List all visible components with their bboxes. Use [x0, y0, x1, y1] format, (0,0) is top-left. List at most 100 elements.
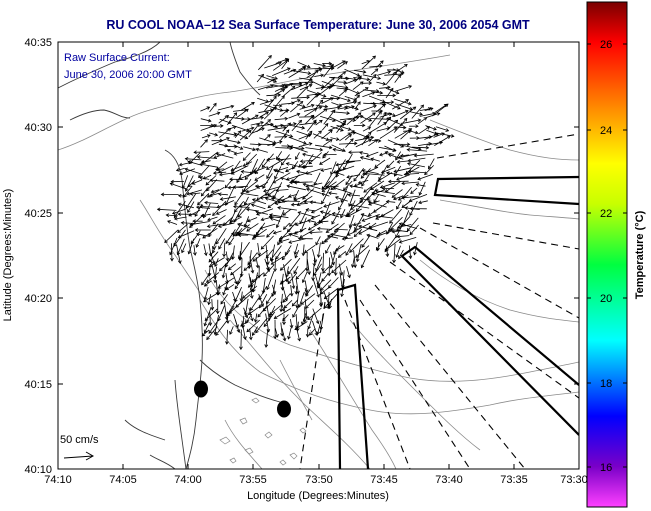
current-vector [255, 313, 258, 323]
current-vector-head [322, 94, 327, 98]
current-vector [386, 120, 398, 131]
current-vector [305, 130, 313, 140]
current-vector-head [275, 188, 279, 193]
current-vector-head [261, 127, 265, 131]
current-vector-head [359, 81, 364, 85]
current-vector-head [332, 186, 337, 191]
current-vector-head [363, 189, 367, 193]
current-vector [314, 99, 323, 110]
current-vector [361, 249, 370, 268]
current-vector-head [373, 104, 377, 109]
current-vector [250, 121, 264, 126]
current-vector [213, 153, 226, 159]
current-vector-head [412, 106, 417, 110]
current-vector [315, 144, 332, 149]
current-vector [219, 256, 234, 272]
current-vector [248, 306, 260, 315]
current-vector [362, 126, 371, 132]
current-vector [277, 207, 297, 211]
current-vector-head [207, 272, 212, 277]
current-vector-head [379, 64, 383, 68]
current-vector-head [291, 285, 296, 290]
current-vector [299, 208, 308, 224]
current-vector [271, 197, 283, 201]
current-vector [287, 185, 306, 191]
current-vector-head [237, 257, 242, 261]
current-vector [414, 242, 418, 255]
current-vector [218, 164, 234, 173]
current-vector [181, 222, 196, 224]
current-vector [330, 249, 337, 269]
current-vector [419, 181, 426, 196]
current-vector-head [336, 105, 341, 110]
current-vector-head [284, 134, 288, 139]
current-vector [238, 173, 252, 180]
current-vector [179, 168, 196, 175]
current-vector-head [201, 332, 206, 337]
current-vector-head [426, 126, 431, 130]
current-vector [209, 257, 225, 268]
current-vector-head [267, 192, 272, 197]
current-vector [386, 201, 396, 203]
current-vector [386, 172, 403, 176]
current-vector [275, 189, 289, 191]
current-vector [335, 165, 355, 173]
current-vector-head [348, 150, 352, 155]
current-vector [281, 154, 290, 166]
current-vector-head [298, 304, 302, 308]
current-vector [209, 192, 220, 197]
current-vector [411, 146, 429, 149]
current-vector-head [326, 234, 331, 239]
current-vector [298, 291, 305, 308]
current-vector-head [280, 161, 285, 166]
current-vector [417, 173, 433, 180]
current-vector [315, 119, 323, 126]
current-vector-head [351, 105, 355, 109]
current-vector [408, 157, 426, 162]
current-vector [266, 94, 281, 97]
current-vector [385, 71, 397, 85]
current-vector [201, 134, 211, 139]
current-vector [219, 172, 234, 176]
current-vector [228, 237, 235, 246]
current-vector-head [230, 171, 235, 175]
current-vector-head [233, 204, 237, 209]
current-vector-head [207, 118, 212, 123]
current-vector-head [387, 85, 391, 90]
current-vector [384, 101, 401, 110]
current-vector-head [197, 201, 201, 206]
current-vector [200, 118, 211, 122]
current-vector [352, 256, 355, 268]
current-vector-head [273, 95, 277, 100]
current-vector [234, 152, 244, 155]
current-vector [220, 196, 236, 200]
current-vector [333, 187, 353, 194]
current-vector [288, 99, 301, 105]
current-vector [346, 266, 351, 278]
current-vector-head [225, 320, 230, 324]
current-vector-head [340, 199, 344, 203]
current-vector-head [177, 202, 182, 207]
current-vector-head [347, 193, 352, 197]
current-vector [208, 321, 218, 334]
current-vector [243, 146, 256, 151]
current-vector [226, 329, 228, 345]
current-vector-head [365, 87, 369, 91]
current-vector-head [373, 74, 377, 78]
current-vector [249, 143, 261, 146]
current-vector-head [237, 140, 241, 145]
current-vector [368, 200, 380, 205]
current-vector-head [321, 188, 326, 193]
current-vector [255, 318, 267, 333]
current-vector-head [266, 234, 270, 238]
current-vector-head [245, 207, 250, 212]
current-vector [241, 114, 259, 125]
current-vector-head [301, 104, 306, 108]
current-vector [217, 200, 235, 208]
current-vector-head [210, 306, 215, 311]
current-vector-head [313, 222, 318, 226]
current-vector-head [358, 76, 362, 81]
current-vector [304, 106, 322, 112]
current-vector-head [262, 185, 266, 189]
